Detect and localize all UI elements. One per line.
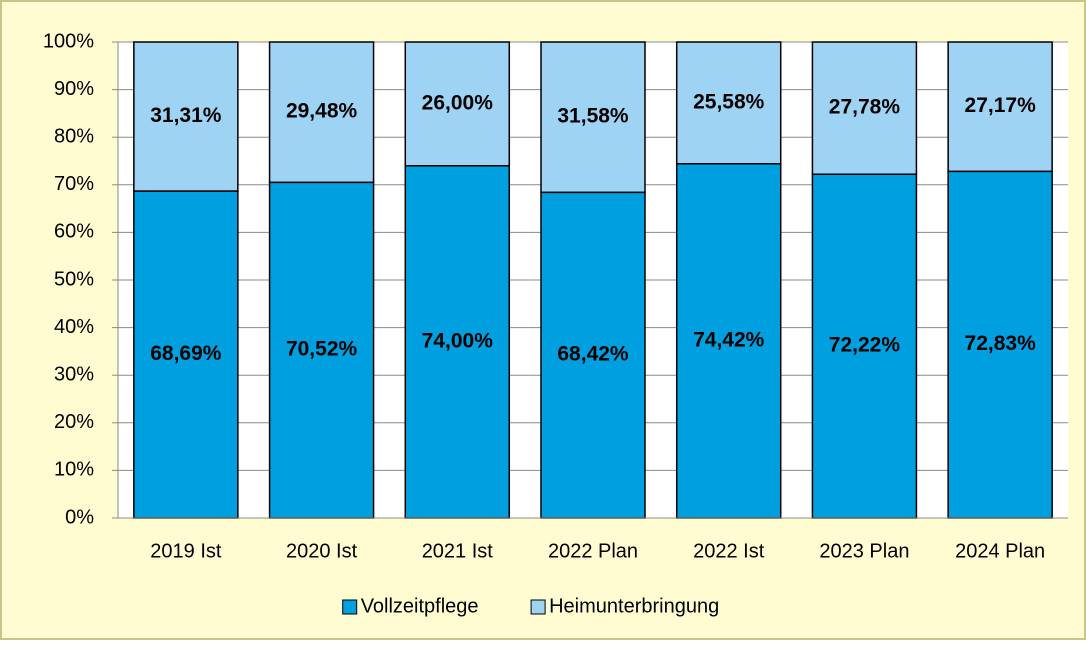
data-label: 70,52%: [286, 338, 358, 361]
data-label: 74,42%: [693, 328, 765, 351]
data-label: 74,00%: [422, 329, 494, 352]
y-tick-label: 0%: [65, 506, 94, 528]
bar-segment: [404, 41, 511, 167]
bar-segment: [404, 165, 511, 519]
y-tick-label: 30%: [54, 363, 94, 385]
x-tick-label: 2021 Ist: [422, 540, 494, 562]
data-label: 68,69%: [150, 342, 222, 365]
data-label: 68,42%: [557, 343, 629, 366]
bar-segment: [133, 41, 239, 192]
data-label: 27,17%: [965, 94, 1037, 117]
bar-segment: [268, 181, 375, 519]
x-tick-label: 2022 Ist: [693, 540, 765, 562]
y-tick-label: 10%: [54, 459, 94, 481]
legend-label: Vollzeitpflege: [361, 595, 479, 617]
y-tick-label: 90%: [54, 78, 94, 100]
legend-swatch: [530, 599, 546, 615]
data-label: 31,31%: [150, 104, 222, 127]
bar-segment: [675, 163, 782, 519]
bar-segment: [811, 173, 918, 519]
y-tick-label: 70%: [54, 173, 94, 195]
x-tick-label: 2024 Plan: [955, 540, 1045, 562]
bar-segment: [540, 41, 646, 194]
data-label: 25,58%: [693, 90, 765, 113]
bar-segment: [947, 41, 1053, 173]
y-tick-label: 20%: [54, 411, 94, 433]
data-label: 26,00%: [422, 91, 494, 114]
x-tick-label: 2020 Ist: [286, 540, 358, 562]
bar-segment: [268, 41, 375, 184]
y-tick-label: 50%: [54, 268, 94, 290]
data-label: 27,78%: [829, 96, 901, 119]
x-tick-label: 2019 Ist: [150, 540, 222, 562]
y-tick-label: 80%: [54, 125, 94, 147]
bar-segment: [947, 170, 1053, 519]
x-tick-label: 2023 Plan: [819, 540, 909, 562]
bar-segment: [133, 190, 239, 519]
legend-label: Heimunterbringung: [549, 595, 719, 617]
bar-segment: [675, 41, 782, 165]
bar-segment: [811, 41, 918, 175]
legend-swatch: [342, 599, 358, 615]
x-tick-label: 2022 Plan: [548, 540, 638, 562]
y-tick-label: 60%: [54, 221, 94, 243]
data-label: 31,58%: [557, 105, 629, 128]
data-label: 29,48%: [286, 100, 358, 123]
data-label: 72,22%: [829, 334, 901, 357]
data-label: 72,83%: [965, 332, 1037, 355]
y-tick-label: 100%: [43, 30, 94, 52]
y-tick-label: 40%: [54, 316, 94, 338]
